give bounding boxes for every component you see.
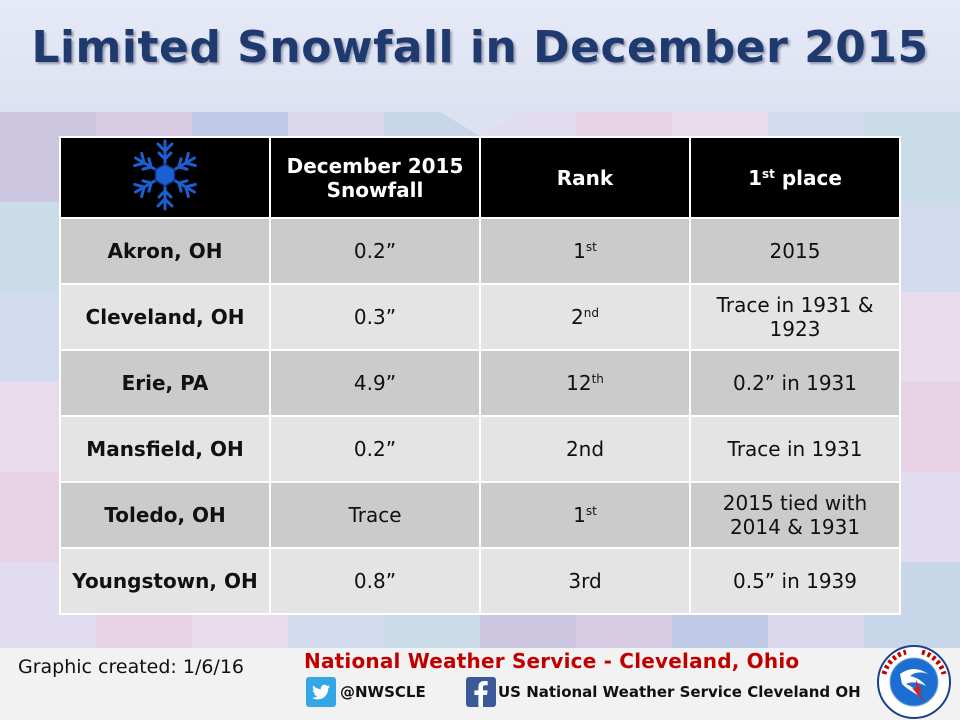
rank-cell: 2nd bbox=[479, 283, 691, 351]
header-snowfall-line2: Snowfall bbox=[326, 177, 424, 202]
snowfall-cell: 0.3” bbox=[269, 283, 481, 351]
table-header-row: December 2015 Snowfall Rank 1st place bbox=[59, 136, 901, 219]
twitter-icon[interactable] bbox=[306, 677, 336, 707]
twitter-bird-glyph bbox=[312, 684, 330, 700]
first-place-cell: 0.5” in 1939 bbox=[689, 547, 901, 615]
facebook-page-name[interactable]: US National Weather Service Cleveland OH bbox=[498, 683, 861, 701]
rank-suffix: nd bbox=[583, 306, 599, 320]
header-rank: Rank bbox=[479, 136, 691, 219]
header-snowflake-cell bbox=[59, 136, 271, 219]
rank-cell: 1st bbox=[479, 481, 691, 549]
table-row: Erie, PA 4.9” 12th 0.2” in 1931 bbox=[59, 349, 901, 417]
rank-value: 2nd bbox=[565, 437, 605, 461]
twitter-handle[interactable]: @NWSCLE bbox=[340, 683, 426, 701]
rank-suffix: st bbox=[585, 240, 597, 254]
rank-cell: 12th bbox=[479, 349, 691, 417]
office-name: National Weather Service - Cleveland, Oh… bbox=[304, 649, 800, 673]
facebook-f-glyph bbox=[474, 681, 488, 707]
header-first-place-num: 1 bbox=[748, 165, 762, 190]
snowfall-table: December 2015 Snowfall Rank 1st place Ak… bbox=[59, 136, 901, 615]
page-title: Limited Snowfall in December 2015 bbox=[31, 22, 929, 73]
rank-value: 1 bbox=[573, 503, 586, 527]
table-row: Mansfield, OH 0.2” 2nd Trace in 1931 bbox=[59, 415, 901, 483]
city-cell: Cleveland, OH bbox=[59, 283, 271, 351]
header-first-place-sup: st bbox=[761, 166, 775, 181]
table-row: Akron, OH 0.2” 1st 2015 bbox=[59, 217, 901, 285]
background-notch bbox=[440, 112, 520, 136]
first-place-cell: Trace in 1931 bbox=[689, 415, 901, 483]
city-cell: Mansfield, OH bbox=[59, 415, 271, 483]
header-first-place-text: place bbox=[774, 165, 842, 190]
rank-cell: 1st bbox=[479, 217, 691, 285]
table-body: Akron, OH 0.2” 1st 2015 Cleveland, OH 0.3” 2nd… bbox=[59, 217, 901, 615]
table-row: Youngstown, OH 0.8” 3rd 0.5” in 1939 bbox=[59, 547, 901, 615]
rank-value: 3rd bbox=[568, 569, 602, 593]
snowfall-cell: 0.2” bbox=[269, 217, 481, 285]
first-place-cell: 2015 bbox=[689, 217, 901, 285]
facebook-icon[interactable] bbox=[466, 677, 496, 707]
header-first-place: 1st place bbox=[689, 136, 901, 219]
header-snowfall: December 2015 Snowfall bbox=[269, 136, 481, 219]
rank-value: 12 bbox=[566, 371, 592, 395]
snowfall-cell: 4.9” bbox=[269, 349, 481, 417]
snowfall-cell: 0.8” bbox=[269, 547, 481, 615]
rank-value: 2 bbox=[571, 305, 584, 329]
snowflake-icon bbox=[130, 139, 200, 211]
rank-cell: 3rd bbox=[479, 547, 691, 615]
table-row: Toledo, OH Trace 1st 2015 tied with 2014 & … bbox=[59, 481, 901, 549]
first-place-cell: 0.2” in 1931 bbox=[689, 349, 901, 417]
header-snowfall-line1: December 2015 bbox=[286, 153, 464, 178]
city-cell: Akron, OH bbox=[59, 217, 271, 285]
table-row: Cleveland, OH 0.3” 2nd Trace in 1931 & 1923 bbox=[59, 283, 901, 351]
rank-suffix: st bbox=[585, 504, 597, 518]
snowfall-cell: Trace bbox=[269, 481, 481, 549]
city-cell: Erie, PA bbox=[59, 349, 271, 417]
first-place-cell: Trace in 1931 & 1923 bbox=[689, 283, 901, 351]
first-place-cell: 2015 tied with 2014 & 1931 bbox=[689, 481, 901, 549]
snowfall-cell: 0.2” bbox=[269, 415, 481, 483]
rank-cell: 2nd bbox=[479, 415, 691, 483]
nws-logo bbox=[877, 645, 951, 719]
graphic-created-date: Graphic created: 1/6/16 bbox=[18, 656, 245, 678]
rank-suffix: th bbox=[591, 372, 604, 386]
rank-value: 1 bbox=[573, 239, 586, 263]
title-band bbox=[0, 0, 960, 112]
city-cell: Youngstown, OH bbox=[59, 547, 271, 615]
city-cell: Toledo, OH bbox=[59, 481, 271, 549]
